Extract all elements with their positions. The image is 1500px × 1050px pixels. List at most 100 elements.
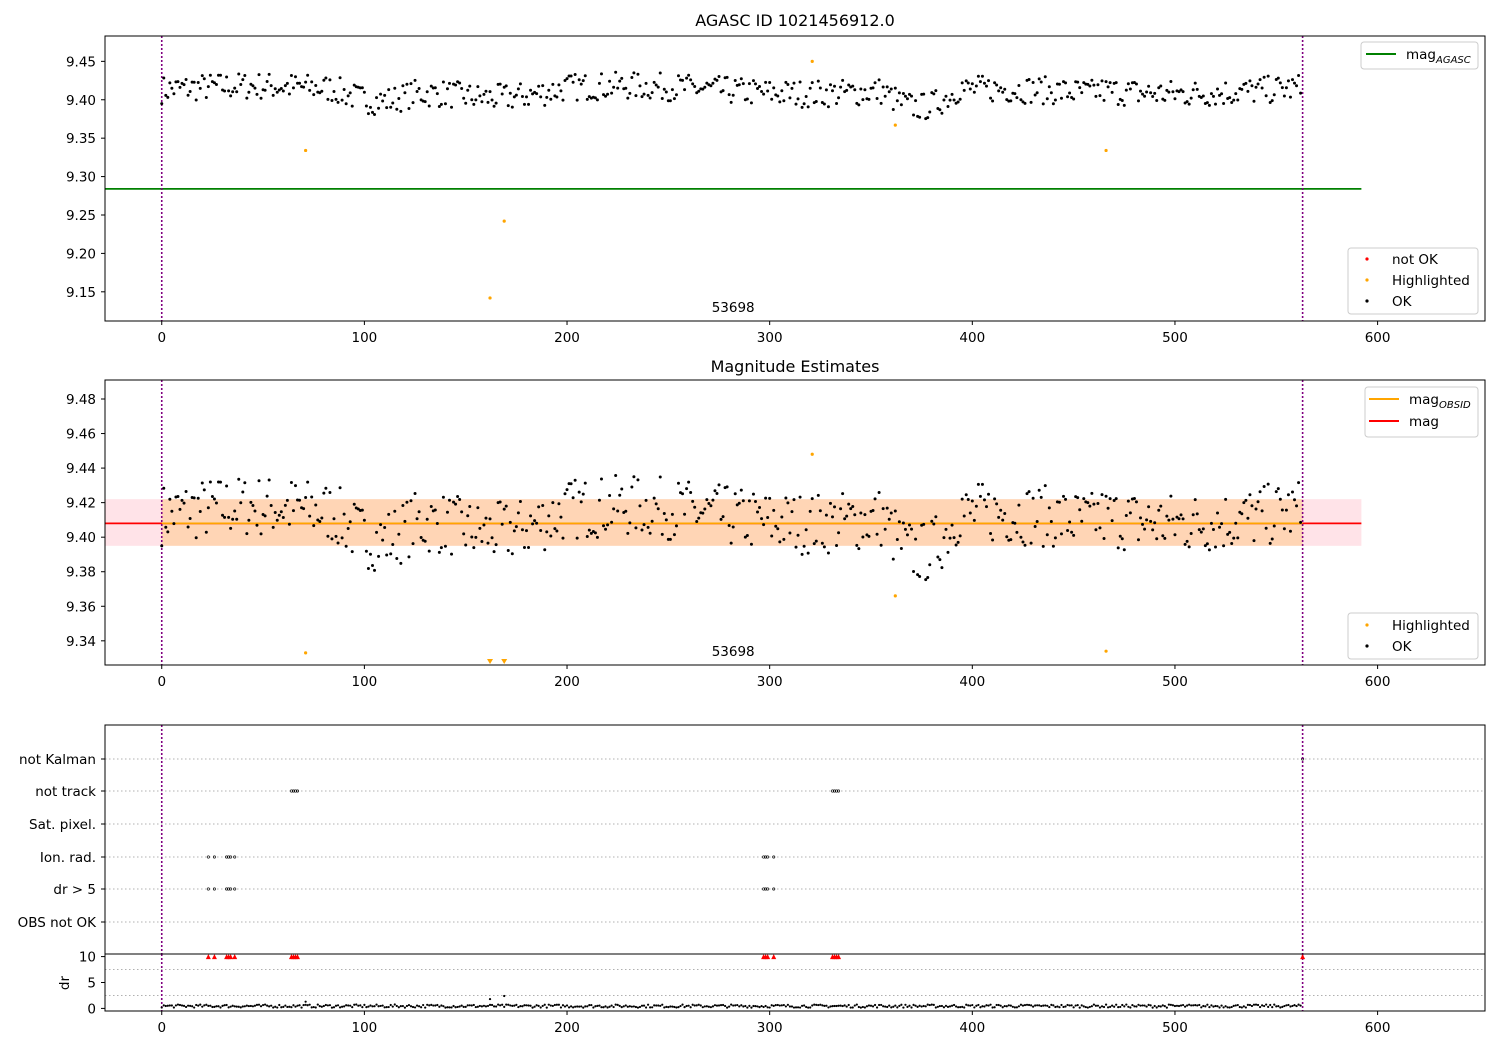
ok-point [214,501,218,505]
ok-point [1284,86,1288,90]
ok-point [510,552,514,556]
ok-point [277,513,281,517]
ok-point [968,87,972,91]
dr-point [642,1004,646,1007]
dr-point [906,1005,909,1008]
ok-point [993,497,997,501]
legend-dot-swatch [1365,257,1369,261]
dr-point [411,1005,415,1009]
dr-point [1015,1006,1018,1009]
ok-point [1288,95,1292,99]
dr-point [543,1003,546,1006]
ok-point [681,492,685,496]
ok-point [879,543,883,547]
ok-point [810,497,814,501]
dr-point [1242,1005,1245,1008]
dr-point [397,1006,400,1009]
dr-point [985,1004,988,1007]
ok-point [1102,98,1106,102]
ok-point [1078,86,1082,90]
dr-point [205,1003,208,1006]
ok-point [620,487,624,491]
ok-point [916,573,920,577]
ok-point [595,98,599,102]
ok-point [401,84,405,88]
ok-point [893,86,897,90]
dr-point [1017,1005,1021,1008]
highlighted-point [488,296,492,300]
dr-point [612,1005,615,1009]
ok-point [1110,519,1114,523]
dr-point [707,1005,710,1008]
dr-point [551,1004,554,1008]
dr-point [1096,1004,1100,1007]
ok-point [689,78,693,82]
dr-point [1287,1003,1290,1007]
flag-point [837,789,841,793]
dr-point [1267,1005,1270,1008]
dr-point [280,1006,283,1009]
ok-point [1066,95,1070,99]
ok-point [800,105,804,109]
dr-point [1177,1004,1181,1008]
dr-point [207,1004,210,1007]
ok-point [391,101,395,105]
ok-point [1205,101,1209,105]
dr-point [476,1005,479,1008]
ok-point [476,85,480,89]
ok-point [749,101,753,105]
dr-clipped-marker [771,954,777,960]
ok-point [820,100,824,104]
ok-point [753,499,757,503]
ok-point [583,481,587,485]
dr-point [1244,1006,1247,1009]
ok-point [966,498,970,502]
ok-point [160,544,164,548]
dr-point [178,1003,182,1007]
dr-point [884,1005,887,1008]
ok-point [168,81,172,85]
ok-point [922,92,926,96]
dr-point [1125,1003,1128,1006]
y-tick-label: 9.40 [66,93,96,109]
ok-point [1179,88,1183,92]
ok-point [899,103,903,107]
dr-point [1151,1006,1154,1009]
ok-point [447,81,451,85]
dr-point [975,1004,978,1007]
dr-point [904,1003,907,1006]
ok-point [164,93,168,97]
dr-point [1021,1004,1025,1007]
dr-point [634,1005,638,1009]
x-tick-label: 200 [554,330,580,346]
dr-point [387,1005,390,1009]
dr-point [229,1005,232,1008]
plot-frame [104,953,1486,1012]
ok-point [1059,532,1063,536]
dr-point [529,1004,532,1007]
ok-point [334,97,338,101]
ok-point [1126,82,1130,86]
ok-point [1250,504,1254,508]
ok-point [263,88,267,92]
dr-point [312,1005,315,1009]
dr-point [1050,1003,1053,1006]
dr-point [452,1004,455,1008]
ok-point [399,561,403,565]
ok-point [1098,526,1102,530]
dr-point [1094,1004,1098,1007]
ok-point [1096,501,1100,505]
ok-point [636,72,640,76]
dr-point [967,1004,970,1007]
ok-point [624,509,628,513]
dr-point [235,1005,238,1008]
ok-point [683,88,687,92]
x-tick-label: 0 [157,330,166,346]
ok-point [1256,82,1260,86]
ok-point [895,537,899,541]
ok-point [1163,536,1167,540]
ok-point [458,81,462,85]
highlighted-point [810,452,814,456]
dr-point [932,1003,935,1007]
ok-point [705,81,709,85]
